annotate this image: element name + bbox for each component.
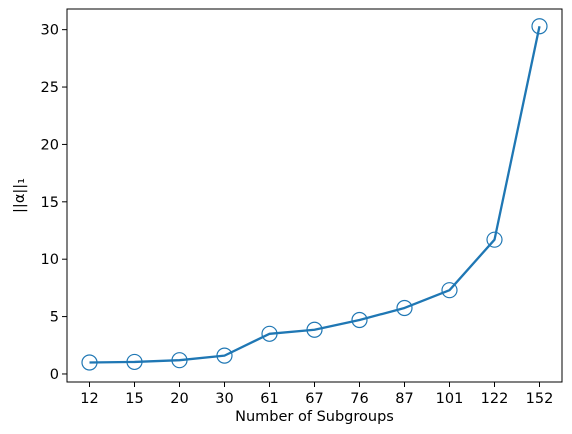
x-tick-label: 76 xyxy=(350,391,368,407)
data-point-marker xyxy=(81,354,98,371)
x-tick-label: 12 xyxy=(80,391,98,407)
series-layer xyxy=(81,18,548,371)
y-axis-label: ||α||₁ xyxy=(12,178,28,213)
y-tick-label: 15 xyxy=(41,195,59,211)
plot-frame xyxy=(66,8,563,383)
x-tick-label: 87 xyxy=(395,391,413,407)
x-axis-label: Number of Subgroups xyxy=(235,409,394,425)
data-point-marker xyxy=(261,325,278,342)
data-point-marker xyxy=(486,231,503,248)
data-point-marker xyxy=(306,321,323,338)
x-tick-label: 67 xyxy=(305,391,323,407)
x-tick-label: 61 xyxy=(260,391,278,407)
y-tick-label: 10 xyxy=(41,252,59,268)
x-axis-ticks: 12 15 20 30 61 67 76 87 101 122 152 xyxy=(80,382,553,407)
x-tick-label: 122 xyxy=(481,391,509,407)
y-tick-label: 0 xyxy=(50,367,59,383)
x-tick-label: 101 xyxy=(436,391,464,407)
data-point-marker xyxy=(531,18,548,35)
series-line xyxy=(89,25,541,364)
y-tick-label: 30 xyxy=(41,23,59,39)
data-point-marker xyxy=(396,299,413,317)
data-point-marker xyxy=(216,347,233,364)
data-point-marker xyxy=(351,311,368,329)
x-tick-label: 30 xyxy=(215,391,233,407)
y-tick-label: 20 xyxy=(41,137,59,153)
y-axis-ticks: 0 5 10 15 20 25 30 xyxy=(41,23,67,383)
plot-area xyxy=(67,9,562,382)
x-tick-label: 152 xyxy=(526,391,554,407)
data-point-marker xyxy=(126,353,143,371)
x-tick-label: 15 xyxy=(125,391,143,407)
data-point-marker xyxy=(441,282,458,299)
x-tick-label: 20 xyxy=(170,391,188,407)
data-point-marker xyxy=(171,352,188,369)
y-tick-label: 5 xyxy=(50,310,59,326)
y-tick-label: 25 xyxy=(41,80,59,96)
